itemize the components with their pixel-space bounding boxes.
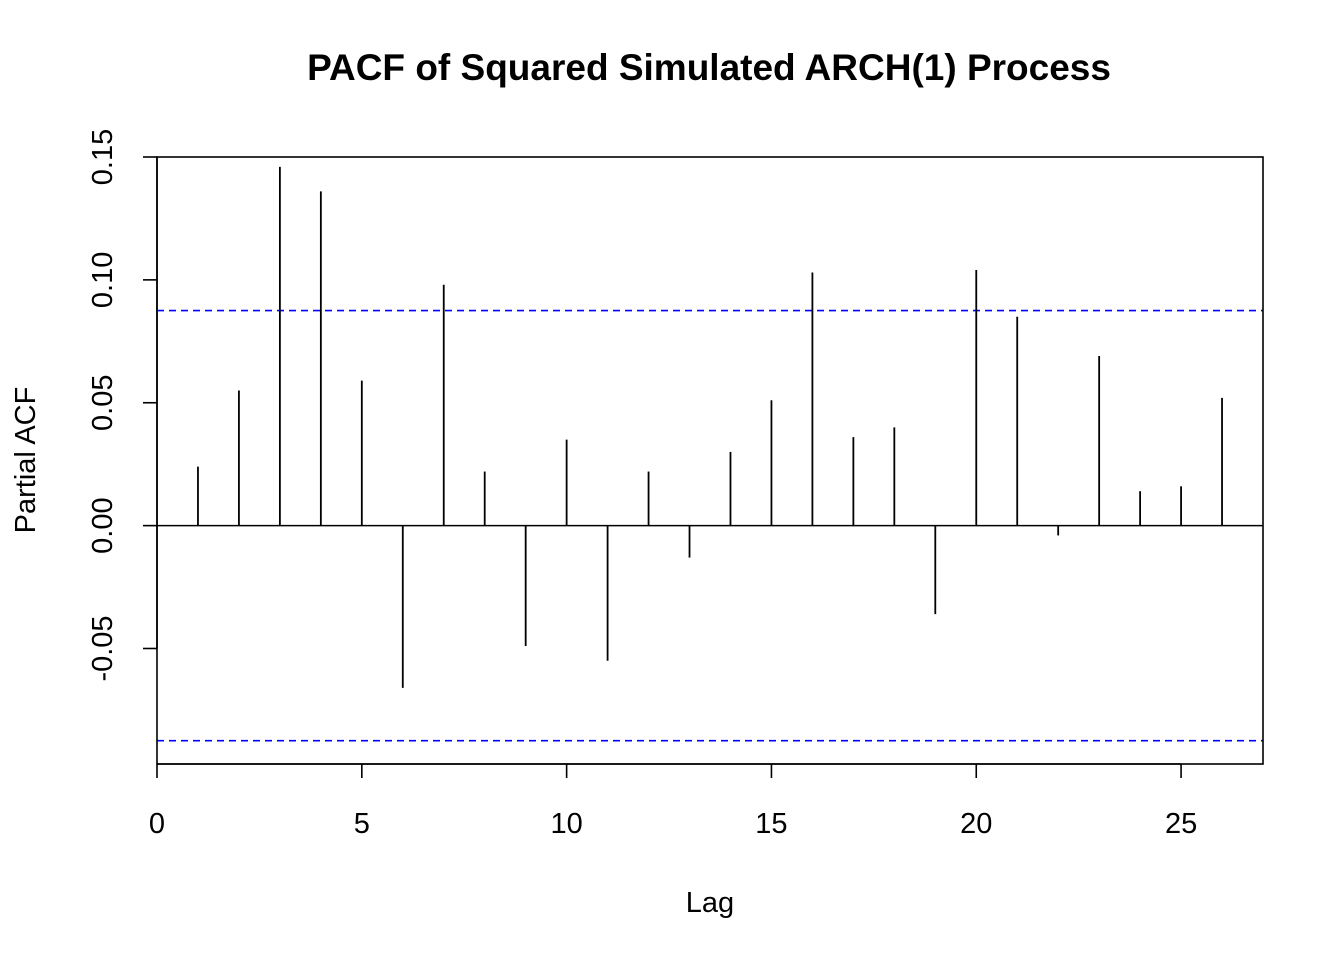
plot-marks xyxy=(157,166,1263,742)
x-tick-label-0: 0 xyxy=(149,808,165,840)
axes: 0 5 10 15 20 25 -0.05 0.00 0.05 0.10 0.15 xyxy=(87,129,1197,840)
y-tick-label-0: -0.05 xyxy=(87,615,119,681)
plot-frame xyxy=(156,156,1264,765)
y-axis-label: Partial ACF xyxy=(10,387,42,534)
y-tick-label-3: 0.10 xyxy=(87,252,119,308)
x-tick-label-25: 25 xyxy=(1165,808,1197,840)
y-tick-label-1: 0.00 xyxy=(87,497,119,553)
y-tick-label-4: 0.15 xyxy=(87,129,119,185)
x-axis-label: Lag xyxy=(686,887,734,919)
x-tick-label-15: 15 xyxy=(755,808,787,840)
x-tick-label-5: 5 xyxy=(354,808,370,840)
x-tick-label-10: 10 xyxy=(550,808,582,840)
chart-title: PACF of Squared Simulated ARCH(1) Proces… xyxy=(307,47,1111,88)
y-tick-label-2: 0.05 xyxy=(87,375,119,431)
x-tick-label-20: 20 xyxy=(960,808,992,840)
